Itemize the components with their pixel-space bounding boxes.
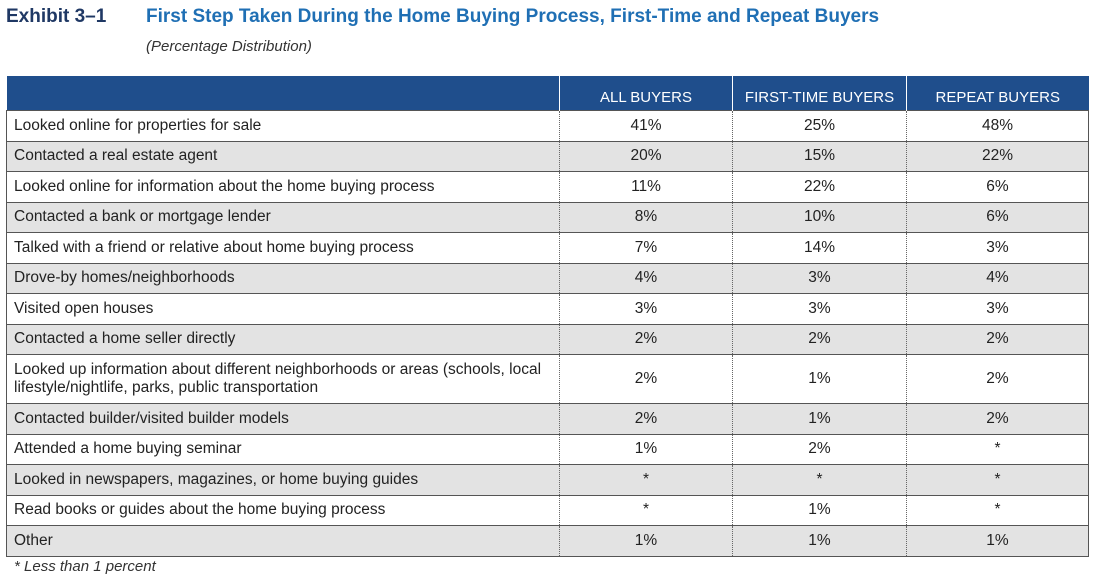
row-label: Read books or guides about the home buyi… — [6, 494, 560, 526]
cell-all-buyers: 20% — [559, 140, 733, 172]
cell-repeat-buyers: 3% — [906, 293, 1089, 324]
cell-all-buyers: * — [559, 494, 733, 526]
table-header-row: ALL BUYERS FIRST-TIME BUYERS REPEAT BUYE… — [6, 76, 1089, 111]
cell-first-time-buyers: 22% — [732, 171, 907, 202]
cell-repeat-buyers: 1% — [906, 525, 1089, 557]
column-header-first-time-buyers: FIRST-TIME BUYERS — [732, 76, 907, 111]
cell-first-time-buyers: 1% — [732, 525, 907, 557]
exhibit-label: Exhibit 3–1 — [6, 6, 107, 27]
cell-first-time-buyers: 25% — [732, 110, 907, 141]
cell-repeat-buyers: 6% — [906, 201, 1089, 233]
table-row: Looked online for information about the … — [6, 171, 1089, 202]
row-label: Talked with a friend or relative about h… — [6, 232, 560, 263]
row-label: Looked in newspapers, magazines, or home… — [6, 464, 560, 495]
table-row: Visited open houses 3% 3% 3% — [6, 293, 1089, 324]
table-row: Attended a home buying seminar 1% 2% * — [6, 433, 1089, 465]
cell-repeat-buyers: 4% — [906, 262, 1089, 294]
cell-all-buyers: 7% — [559, 232, 733, 263]
cell-repeat-buyers: 2% — [906, 354, 1089, 404]
row-label: Drove-by homes/neighborhoods — [6, 262, 560, 294]
cell-repeat-buyers: 6% — [906, 171, 1089, 202]
cell-repeat-buyers: 22% — [906, 140, 1089, 172]
table-row: Looked online for properties for sale 41%… — [6, 110, 1089, 141]
chart-subtitle: (Percentage Distribution) — [146, 38, 312, 55]
table-row: Looked in newspapers, magazines, or home… — [6, 464, 1089, 495]
cell-first-time-buyers: 2% — [732, 433, 907, 465]
table-row: Contacted builder/visited builder models… — [6, 403, 1089, 434]
cell-first-time-buyers: 1% — [732, 354, 907, 404]
row-label: Attended a home buying seminar — [6, 433, 560, 465]
cell-first-time-buyers: 3% — [732, 262, 907, 294]
cell-first-time-buyers: 10% — [732, 201, 907, 233]
cell-all-buyers: 8% — [559, 201, 733, 233]
data-table: ALL BUYERS FIRST-TIME BUYERS REPEAT BUYE… — [6, 76, 1089, 557]
cell-all-buyers: * — [559, 464, 733, 495]
row-label: Contacted builder/visited builder models — [6, 403, 560, 434]
cell-all-buyers: 1% — [559, 525, 733, 557]
table-row: Read books or guides about the home buyi… — [6, 494, 1089, 526]
cell-first-time-buyers: 14% — [732, 232, 907, 263]
cell-first-time-buyers: 3% — [732, 293, 907, 324]
column-header-label — [6, 76, 560, 111]
cell-first-time-buyers: * — [732, 464, 907, 495]
column-header-repeat-buyers: REPEAT BUYERS — [906, 76, 1089, 111]
table-row: Contacted a real estate agent 20% 15% 22% — [6, 140, 1089, 172]
column-header-all-buyers: ALL BUYERS — [559, 76, 733, 111]
cell-repeat-buyers: 48% — [906, 110, 1089, 141]
cell-first-time-buyers: 15% — [732, 140, 907, 172]
row-label: Other — [6, 525, 560, 557]
row-label: Visited open houses — [6, 293, 560, 324]
table-row: Talked with a friend or relative about h… — [6, 232, 1089, 263]
cell-first-time-buyers: 2% — [732, 323, 907, 355]
row-label: Contacted a bank or mortgage lender — [6, 201, 560, 233]
table-row: Drove-by homes/neighborhoods 4% 3% 4% — [6, 262, 1089, 294]
table-row: Contacted a home seller directly 2% 2% 2% — [6, 323, 1089, 355]
table-row: Looked up information about different ne… — [6, 354, 1089, 404]
table-body: Looked online for properties for sale 41%… — [6, 110, 1089, 557]
row-label: Looked up information about different ne… — [6, 354, 560, 404]
cell-all-buyers: 11% — [559, 171, 733, 202]
row-label: Contacted a home seller directly — [6, 323, 560, 355]
cell-all-buyers: 2% — [559, 323, 733, 355]
cell-repeat-buyers: * — [906, 433, 1089, 465]
cell-first-time-buyers: 1% — [732, 494, 907, 526]
table-row: Contacted a bank or mortgage lender 8% 10%… — [6, 201, 1089, 233]
cell-all-buyers: 2% — [559, 403, 733, 434]
cell-all-buyers: 4% — [559, 262, 733, 294]
footnote: * Less than 1 percent — [14, 558, 156, 575]
cell-repeat-buyers: 2% — [906, 323, 1089, 355]
cell-first-time-buyers: 1% — [732, 403, 907, 434]
row-label: Contacted a real estate agent — [6, 140, 560, 172]
cell-repeat-buyers: 3% — [906, 232, 1089, 263]
row-label: Looked online for information about the … — [6, 171, 560, 202]
cell-repeat-buyers: * — [906, 464, 1089, 495]
cell-all-buyers: 1% — [559, 433, 733, 465]
cell-repeat-buyers: 2% — [906, 403, 1089, 434]
table-row: Other 1% 1% 1% — [6, 525, 1089, 557]
row-label: Looked online for properties for sale — [6, 110, 560, 141]
cell-all-buyers: 3% — [559, 293, 733, 324]
cell-all-buyers: 41% — [559, 110, 733, 141]
chart-title: First Step Taken During the Home Buying … — [146, 6, 880, 27]
cell-repeat-buyers: * — [906, 494, 1089, 526]
cell-all-buyers: 2% — [559, 354, 733, 404]
